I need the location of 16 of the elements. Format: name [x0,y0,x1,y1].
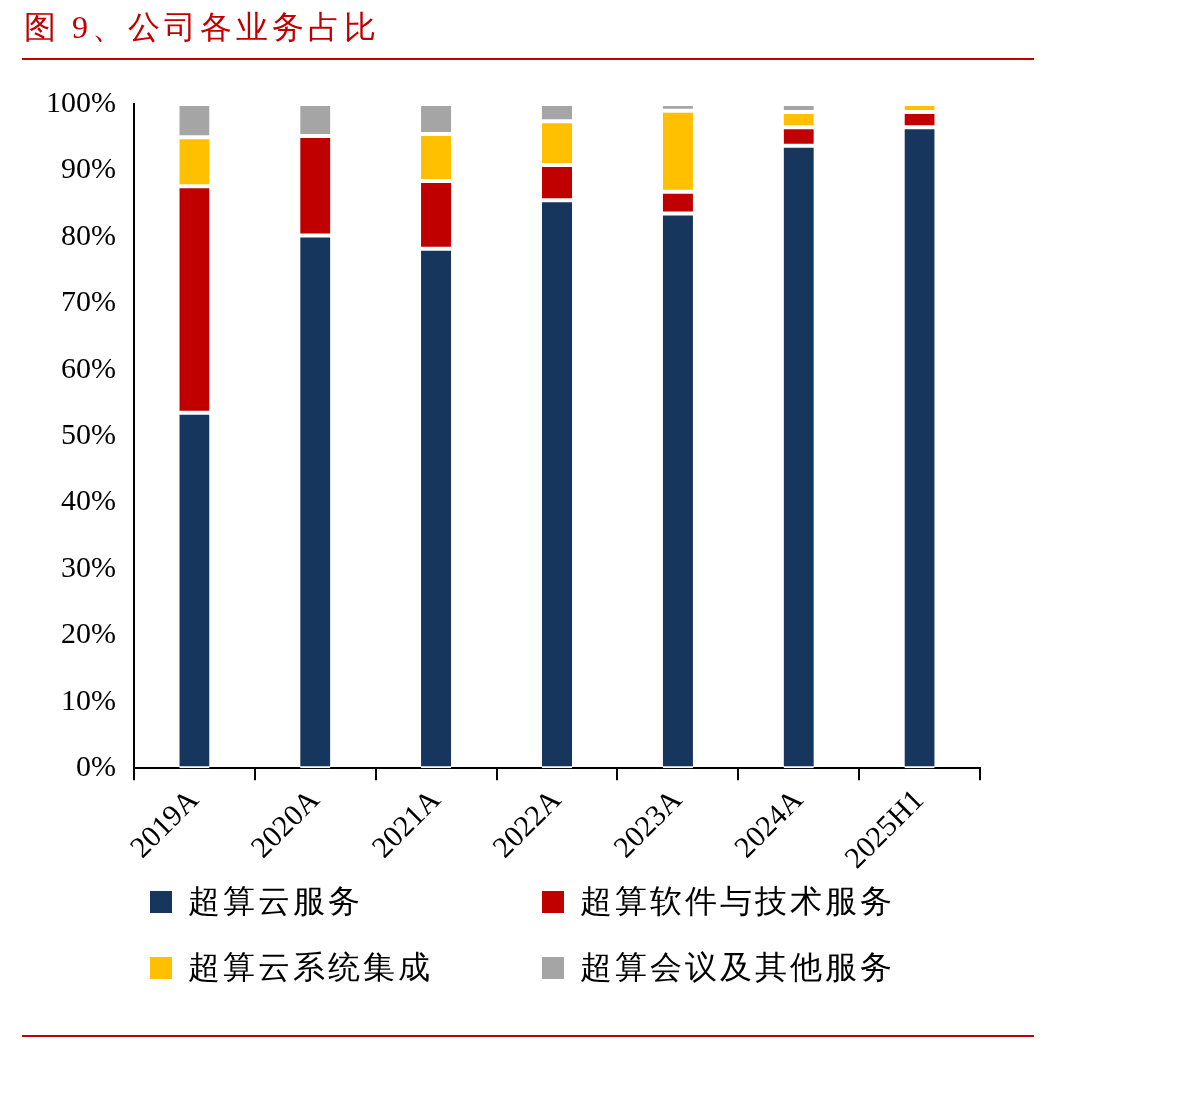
y-tick-label: 100% [45,84,116,118]
chart-title: 图 9、公司各业务占比 [24,8,380,47]
y-tick-label: 40% [60,483,116,517]
y-tick-label: 10% [60,682,116,716]
y-tick-label: 80% [60,217,116,251]
y-tick-label: 20% [60,616,116,650]
legend-label: 超算云系统集成 [188,948,433,987]
y-tick-label: 50% [60,416,116,450]
legend-label: 超算会议及其他服务 [580,948,895,987]
y-tick-label: 90% [60,151,116,185]
legend-label: 超算软件与技术服务 [580,882,895,921]
y-tick-label: 0% [75,749,116,783]
y-tick-label: 30% [60,549,116,583]
y-tick-label: 70% [60,284,116,318]
legend-label: 超算云服务 [188,882,363,921]
y-tick-label: 60% [60,350,116,384]
